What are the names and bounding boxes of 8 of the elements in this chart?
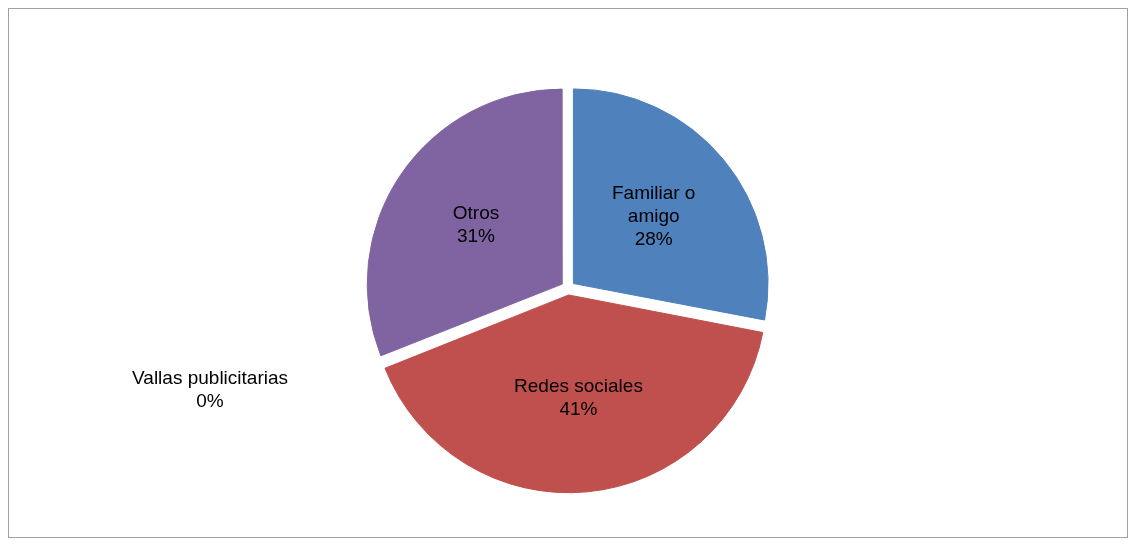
text: 0% (196, 390, 224, 412)
slice-label: Redes sociales (514, 375, 643, 397)
data-label: 31% (456, 225, 496, 247)
category-label: Vallas publicitarias (132, 367, 289, 389)
slice-label: Otros (452, 202, 500, 224)
data-label: 41% (559, 398, 598, 420)
slice-label: Familiar o amigo (612, 182, 696, 227)
data-label: 28% (634, 228, 673, 250)
